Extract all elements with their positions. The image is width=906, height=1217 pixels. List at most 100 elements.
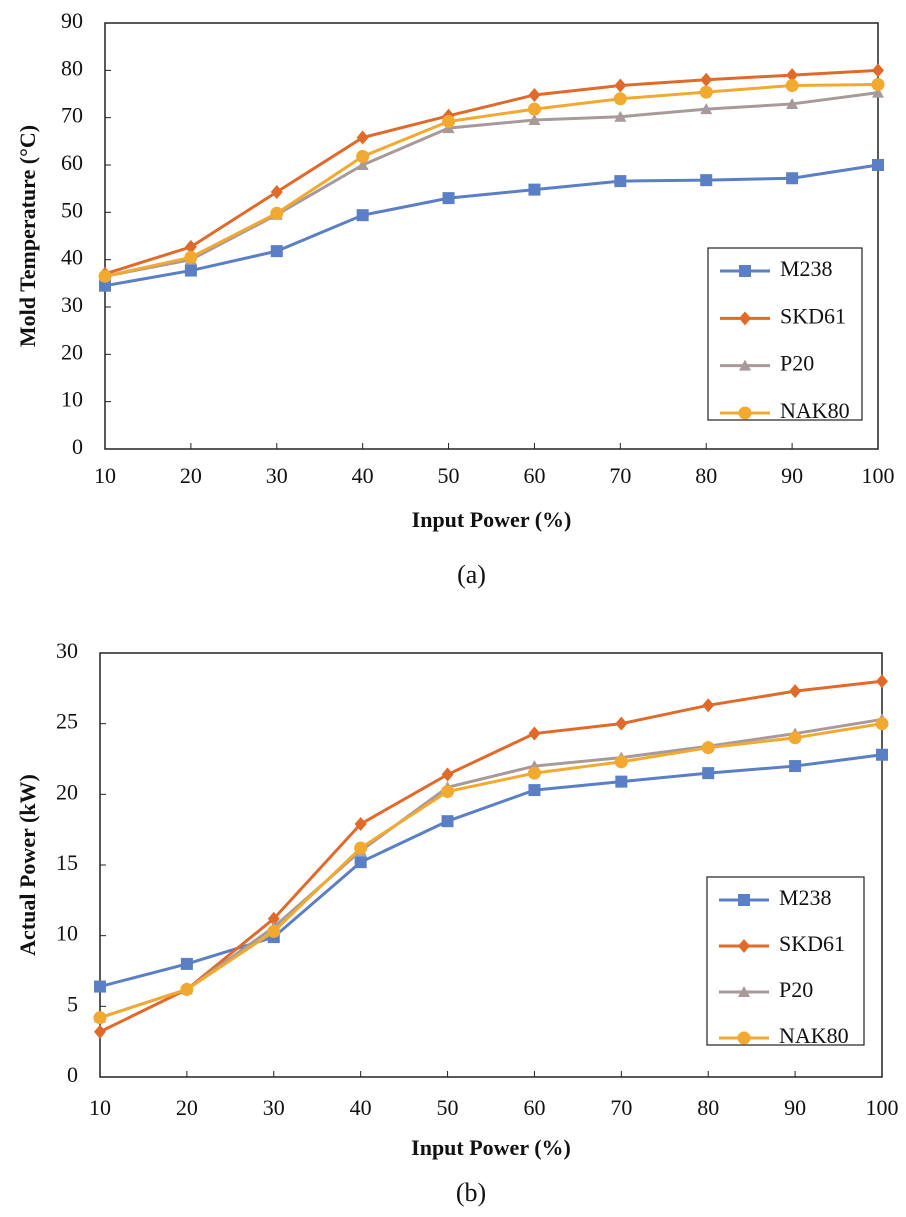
marker: [739, 265, 751, 277]
legend-label: M238: [779, 885, 832, 910]
marker: [702, 698, 714, 712]
marker: [789, 684, 801, 698]
x-tick-label: 70: [610, 1095, 632, 1120]
marker: [94, 1025, 106, 1039]
marker: [702, 741, 715, 754]
marker: [528, 727, 540, 741]
marker: [614, 92, 627, 105]
marker: [528, 767, 541, 780]
y-tick-label: 0: [72, 434, 83, 459]
marker: [180, 983, 193, 996]
y-tick-label: 30: [56, 638, 78, 663]
x-tick-label: 10: [89, 1095, 111, 1120]
x-tick-label: 20: [180, 463, 202, 488]
marker: [876, 674, 888, 688]
marker: [357, 131, 369, 145]
caption: (b): [456, 1178, 486, 1207]
y-tick-label: 50: [61, 197, 83, 222]
marker: [786, 172, 798, 184]
marker: [185, 265, 197, 277]
legend-label: NAK80: [779, 1023, 849, 1048]
marker: [872, 63, 884, 77]
y-tick-label: 60: [61, 150, 83, 175]
marker: [181, 958, 193, 970]
legend-label: NAK80: [780, 398, 850, 423]
y-tick-label: 20: [56, 779, 78, 804]
marker: [528, 88, 540, 102]
x-tick-label: 70: [609, 463, 631, 488]
x-tick-label: 10: [94, 463, 116, 488]
marker: [700, 174, 712, 186]
x-tick-label: 50: [438, 463, 460, 488]
x-tick-label: 60: [523, 463, 545, 488]
y-tick-label: 0: [67, 1062, 78, 1087]
caption: (a): [457, 560, 486, 589]
legend-label: SKD61: [779, 931, 845, 956]
marker: [270, 207, 283, 220]
marker: [355, 856, 367, 868]
y-axis-title: Actual Power (kW): [15, 774, 40, 956]
marker: [739, 407, 752, 420]
marker: [99, 270, 112, 283]
x-tick-label: 40: [350, 1095, 372, 1120]
y-tick-label: 10: [61, 387, 83, 412]
y-tick-label: 15: [56, 850, 78, 875]
marker: [872, 78, 885, 91]
marker: [442, 768, 454, 782]
marker: [615, 776, 627, 788]
x-tick-label: 60: [523, 1095, 545, 1120]
x-tick-label: 20: [176, 1095, 198, 1120]
y-tick-label: 40: [61, 245, 83, 270]
marker: [702, 767, 714, 779]
legend-label: M238: [780, 256, 833, 281]
marker: [271, 185, 283, 199]
x-tick-label: 90: [781, 463, 803, 488]
x-tick-label: 30: [263, 1095, 285, 1120]
x-tick-label: 50: [437, 1095, 459, 1120]
x-tick-label: 40: [352, 463, 374, 488]
marker: [271, 245, 283, 257]
y-tick-label: 80: [61, 55, 83, 80]
x-tick-label: 80: [695, 463, 717, 488]
y-tick-label: 5: [67, 991, 78, 1016]
marker: [789, 760, 801, 772]
marker: [94, 981, 106, 993]
marker: [267, 925, 280, 938]
x-tick-label: 100: [866, 1095, 899, 1120]
marker: [442, 115, 455, 128]
legend-label: P20: [779, 977, 813, 1002]
marker: [443, 192, 455, 204]
marker: [184, 251, 197, 264]
y-tick-label: 20: [61, 339, 83, 364]
marker: [356, 150, 369, 163]
marker: [876, 749, 888, 761]
y-tick-label: 30: [61, 292, 83, 317]
y-tick-label: 70: [61, 103, 83, 128]
marker: [615, 755, 628, 768]
y-tick-label: 25: [56, 709, 78, 734]
marker: [789, 731, 802, 744]
x-tick-label: 90: [784, 1095, 806, 1120]
marker: [528, 784, 540, 796]
x-tick-label: 80: [697, 1095, 719, 1120]
marker: [528, 103, 541, 116]
y-tick-label: 90: [61, 8, 83, 33]
x-axis-title: Input Power (%): [411, 1135, 571, 1160]
y-axis-title: Mold Temperature (°C): [15, 125, 40, 347]
marker: [442, 815, 454, 827]
legend-label: P20: [780, 351, 814, 376]
marker: [357, 209, 369, 221]
marker: [738, 1032, 751, 1045]
marker: [876, 717, 889, 730]
marker: [354, 842, 367, 855]
legend-label: SKD61: [780, 303, 846, 328]
marker: [700, 73, 712, 87]
x-tick-label: 30: [266, 463, 288, 488]
marker: [615, 717, 627, 731]
y-tick-label: 10: [56, 921, 78, 946]
marker: [786, 79, 799, 92]
x-axis-title: Input Power (%): [412, 507, 572, 532]
x-tick-label: 100: [862, 463, 895, 488]
marker: [700, 86, 713, 99]
marker: [738, 894, 750, 906]
